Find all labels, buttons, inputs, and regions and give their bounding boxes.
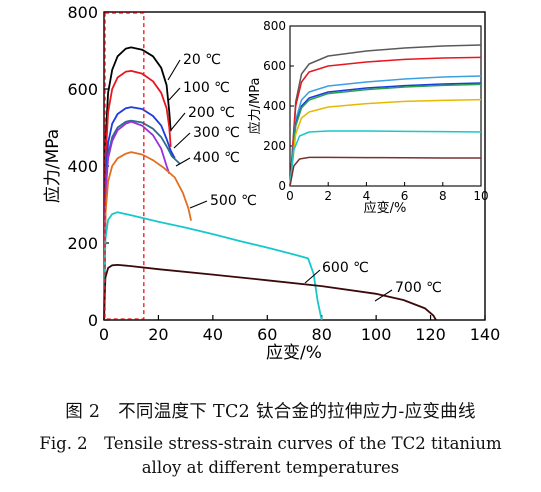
series-line	[103, 264, 437, 321]
y-axis-label: 应力/MPa	[43, 129, 63, 203]
inset-series-line	[289, 156, 481, 187]
y-tick-label: 800	[67, 3, 98, 22]
series-label: 500 ℃	[210, 193, 257, 209]
inset-y-tick-label: 800	[263, 19, 286, 33]
series-label: 400 ℃	[193, 150, 240, 166]
inset-series-line	[289, 83, 482, 187]
inset-y-tick-label: 400	[263, 99, 286, 113]
inset-x-tick-label: 8	[439, 189, 447, 203]
series-line	[103, 46, 172, 321]
label-leader-line	[175, 157, 191, 167]
label-leader-line	[173, 132, 191, 149]
inset-x-tick-label: 10	[473, 189, 488, 203]
inset-y-axis-label: 应力/MPa	[247, 78, 263, 135]
inset-x-tick-label: 2	[324, 189, 332, 203]
figure-caption-english-line1: Fig. 2 Tensile stress-strain curves of t…	[39, 434, 502, 453]
label-leader-line	[170, 112, 186, 131]
inset-series-line	[289, 56, 482, 187]
label-leader-line	[167, 59, 181, 81]
x-tick-label: 60	[257, 325, 277, 344]
series-line	[103, 211, 323, 321]
series-label: 100 ℃	[183, 80, 230, 96]
highlight-region-box	[104, 12, 145, 320]
x-tick-label: 20	[148, 325, 168, 344]
series-label: 300 ℃	[193, 125, 240, 141]
x-tick-label: 140	[470, 325, 501, 344]
y-tick-label: 200	[67, 234, 98, 253]
inset-x-tick-label: 6	[401, 189, 409, 203]
label-leader-line	[168, 87, 181, 101]
series-label: 700 ℃	[395, 280, 442, 296]
series-line	[103, 119, 181, 321]
x-tick-label: 120	[415, 325, 446, 344]
inset-y-tick-label: 200	[263, 139, 286, 153]
series-line	[103, 151, 192, 321]
figure-caption-chinese: 图 2 不同温度下 TC2 钛合金的拉伸应力-应变曲线	[65, 402, 476, 422]
x-tick-label: 0	[99, 325, 109, 344]
inset-y-tick-label: 600	[263, 59, 286, 73]
series-line	[103, 106, 176, 321]
inset-series-line	[289, 98, 482, 187]
inset-series-line	[289, 75, 482, 187]
x-tick-label: 100	[361, 325, 392, 344]
inset-background	[290, 26, 481, 186]
x-tick-label: 40	[203, 325, 223, 344]
label-leader-line	[189, 200, 208, 209]
series-label: 20 ℃	[183, 52, 221, 68]
inset-x-tick-label: 4	[363, 189, 371, 203]
label-leader-line	[304, 269, 321, 284]
x-tick-label: 80	[312, 325, 332, 344]
series-label: 600 ℃	[322, 260, 369, 276]
inset-series-line	[289, 130, 482, 187]
y-tick-label: 0	[88, 311, 98, 330]
series-line	[103, 120, 171, 321]
inset-x-tick-label: 0	[286, 189, 294, 203]
inset-x-axis-label: 应变/%	[364, 200, 407, 216]
series-line	[103, 70, 172, 321]
main-series-group	[103, 46, 437, 321]
y-tick-label: 600	[67, 80, 98, 99]
series-label: 200 ℃	[188, 105, 235, 121]
label-leader-line	[374, 289, 393, 302]
inset-axes-ticks: 0 2 4 6 8 10 0 200 400 600 800	[263, 19, 489, 203]
inset-y-tick-label: 0	[278, 179, 286, 193]
x-axis-label: 应变/%	[266, 343, 322, 363]
inset-series-group	[289, 44, 482, 187]
series-labels: 20 ℃ 100 ℃ 200 ℃ 300 ℃ 400 ℃ 500 ℃ 600 ℃ 700 ℃	[167, 52, 442, 302]
y-tick-label: 400	[67, 157, 98, 176]
inset-series-line	[289, 44, 482, 187]
figure-caption-english-line2: alloy at different temperatures	[141, 458, 400, 477]
